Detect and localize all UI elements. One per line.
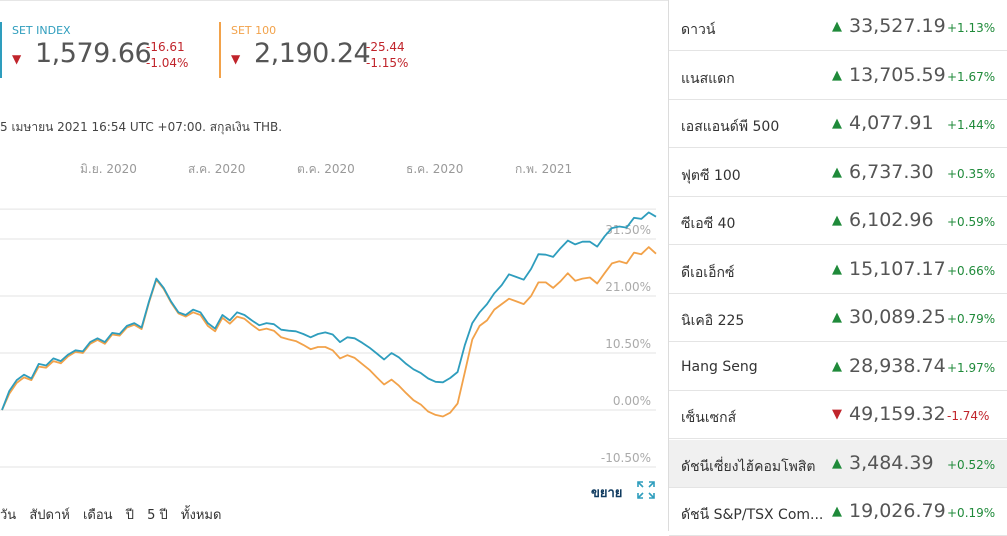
up-triangle-icon: ▲ bbox=[832, 359, 842, 374]
watchlist-value: 33,527.19 bbox=[849, 15, 946, 37]
set100-series-line bbox=[1, 246, 657, 418]
y-tick-label: 10.50% bbox=[605, 337, 651, 351]
set-index-summary[interactable]: SET INDEX ▼ 1,579.66 -16.61 -1.04% bbox=[0, 22, 210, 78]
range-5-years[interactable]: 5 ปี bbox=[147, 508, 168, 523]
watchlist-change: +0.59% bbox=[947, 215, 996, 229]
down-triangle-icon: ▼ bbox=[832, 407, 842, 422]
watchlist-value: 6,102.96 bbox=[849, 209, 934, 231]
expand-arrows-icon[interactable] bbox=[636, 480, 656, 500]
watchlist-change: +1.13% bbox=[947, 21, 996, 35]
watchlist-row[interactable]: เซ็นเซกส์ ▼ 49,159.32 -1.74% bbox=[669, 391, 1007, 439]
watchlist-value: 49,159.32 bbox=[849, 403, 946, 425]
watchlist-value: 28,938.74 bbox=[849, 355, 946, 377]
watchlist-change: -1.74% bbox=[947, 409, 990, 423]
index-name: SET INDEX bbox=[12, 24, 71, 37]
up-triangle-icon: ▲ bbox=[832, 116, 842, 131]
index-change-percent: -1.15% bbox=[366, 56, 409, 70]
watchlist-row[interactable]: นิเคอิ 225 ▲ 30,089.25 +0.79% bbox=[669, 294, 1007, 342]
watchlist-change: +0.66% bbox=[947, 264, 996, 278]
watchlist-value: 13,705.59 bbox=[849, 64, 946, 86]
timestamp-note: 5 เมษายน 2021 16:54 UTC +07:00. สกุลเงิน… bbox=[0, 120, 283, 134]
watchlist-change: +0.19% bbox=[947, 506, 996, 520]
set100-summary[interactable]: SET 100 ▼ 2,190.24 -25.44 -1.15% bbox=[219, 22, 429, 78]
watchlist-change: +0.52% bbox=[947, 458, 996, 472]
up-triangle-icon: ▲ bbox=[832, 68, 842, 83]
watchlist-name: ดัชนีเซี่ยงไฮ้คอมโพสิต bbox=[681, 459, 816, 475]
index-change: -25.44 -1.15% bbox=[366, 39, 408, 71]
down-triangle-icon: ▼ bbox=[231, 52, 241, 66]
watchlist-name: เอสแอนด์พี 500 bbox=[681, 119, 780, 135]
performance-chart[interactable]: 31.50%21.00%10.50%0.00%-10.50% bbox=[0, 0, 668, 480]
watchlist-name: เซ็นเซกส์ bbox=[681, 410, 737, 426]
up-triangle-icon: ▲ bbox=[832, 165, 842, 180]
index-value: 1,579.66 bbox=[35, 38, 152, 69]
x-tick-label: ต.ค. 2020 bbox=[297, 162, 355, 176]
up-triangle-icon: ▲ bbox=[832, 213, 842, 228]
watchlist-row[interactable]: แนสแดก ▲ 13,705.59 +1.67% bbox=[669, 52, 1007, 100]
watchlist-row[interactable]: ดีเอเอ็กซ์ ▲ 15,107.17 +0.66% bbox=[669, 246, 1007, 294]
watchlist-row[interactable]: Hang Seng ▲ 28,938.74 +1.97% bbox=[669, 343, 1007, 391]
watchlist-change: +1.97% bbox=[947, 361, 996, 375]
watchlist-name: ดาวน์ bbox=[681, 22, 716, 38]
index-change: -16.61 -1.04% bbox=[146, 39, 188, 71]
watchlist-change: +1.44% bbox=[947, 118, 996, 132]
watchlist-change: +0.35% bbox=[947, 167, 996, 181]
watchlist-row[interactable]: ฟุตซี 100 ▲ 6,737.30 +0.35% bbox=[669, 149, 1007, 197]
index-change-points: -25.44 bbox=[366, 40, 405, 54]
up-triangle-icon: ▲ bbox=[832, 262, 842, 277]
down-triangle-icon: ▼ bbox=[12, 52, 22, 66]
index-name: SET 100 bbox=[231, 24, 277, 37]
watchlist-row[interactable]: ดัชนี S&P/TSX Com... ▲ 19,026.79 +0.19% bbox=[669, 488, 1007, 536]
x-tick-label: ส.ค. 2020 bbox=[188, 162, 246, 176]
up-triangle-icon: ▲ bbox=[832, 456, 842, 471]
range-year[interactable]: ปี bbox=[125, 508, 134, 523]
x-tick-label: มิ.ย. 2020 bbox=[80, 162, 137, 176]
set-index-color-bar bbox=[0, 22, 2, 78]
up-triangle-icon: ▲ bbox=[832, 19, 842, 34]
watchlist-value: 19,026.79 bbox=[849, 500, 946, 522]
x-tick-label: ธ.ค. 2020 bbox=[406, 162, 464, 176]
watchlist-change: +1.67% bbox=[947, 70, 996, 84]
index-chart-panel: SET INDEX ▼ 1,579.66 -16.61 -1.04% SET 1… bbox=[0, 0, 668, 525]
watchlist-value: 6,737.30 bbox=[849, 161, 934, 183]
range-month[interactable]: เดือน bbox=[82, 508, 113, 523]
expand-button[interactable]: ขยาย bbox=[591, 486, 623, 501]
set100-color-bar bbox=[219, 22, 221, 78]
watchlist-row[interactable]: ดาวน์ ▲ 33,527.19 +1.13% bbox=[669, 3, 1007, 51]
watchlist-change: +0.79% bbox=[947, 312, 996, 326]
index-change-points: -16.61 bbox=[146, 40, 185, 54]
watchlist-value: 30,089.25 bbox=[849, 306, 946, 328]
range-week[interactable]: สัปดาห์ bbox=[29, 508, 70, 523]
y-tick-label: 0.00% bbox=[613, 394, 651, 408]
watchlist-row[interactable]: เอสแอนด์พี 500 ▲ 4,077.91 +1.44% bbox=[669, 100, 1007, 148]
watchlist-name: ฟุตซี 100 bbox=[681, 168, 741, 184]
time-range-selector: วัน สัปดาห์ เดือน ปี 5 ปี ทั้งหมด bbox=[0, 504, 230, 525]
y-tick-label: 21.00% bbox=[605, 280, 651, 294]
watchlist-name: ดัชนี S&P/TSX Com... bbox=[681, 507, 824, 523]
index-value: 2,190.24 bbox=[254, 38, 371, 69]
set-index-series-line bbox=[1, 211, 657, 411]
range-all[interactable]: ทั้งหมด bbox=[180, 508, 222, 523]
up-triangle-icon: ▲ bbox=[832, 504, 842, 519]
range-day[interactable]: วัน bbox=[0, 508, 17, 523]
watchlist-name: ดีเอเอ็กซ์ bbox=[681, 265, 735, 281]
watchlist-row[interactable]: ซีเอซี 40 ▲ 6,102.96 +0.59% bbox=[669, 197, 1007, 245]
watchlist-name: แนสแดก bbox=[681, 71, 735, 87]
watchlist-value: 4,077.91 bbox=[849, 112, 934, 134]
divider bbox=[0, 0, 668, 1]
watchlist-row-selected[interactable]: ดัชนีเซี่ยงไฮ้คอมโพสิต ▲ 3,484.39 +0.52% bbox=[669, 440, 1007, 488]
x-tick-label: ก.พ. 2021 bbox=[515, 162, 573, 176]
up-triangle-icon: ▲ bbox=[832, 310, 842, 325]
watchlist-name: นิเคอิ 225 bbox=[681, 313, 745, 329]
watchlist-name: Hang Seng bbox=[681, 359, 758, 375]
watchlist-value: 15,107.17 bbox=[849, 258, 946, 280]
index-change-percent: -1.04% bbox=[146, 56, 189, 70]
watchlist-name: ซีเอซี 40 bbox=[681, 216, 736, 232]
market-watchlist: ดาวน์ ▲ 33,527.19 +1.13% แนสแดก ▲ 13,705… bbox=[668, 0, 1007, 536]
watchlist-value: 3,484.39 bbox=[849, 452, 934, 474]
y-tick-label: -10.50% bbox=[601, 451, 651, 465]
